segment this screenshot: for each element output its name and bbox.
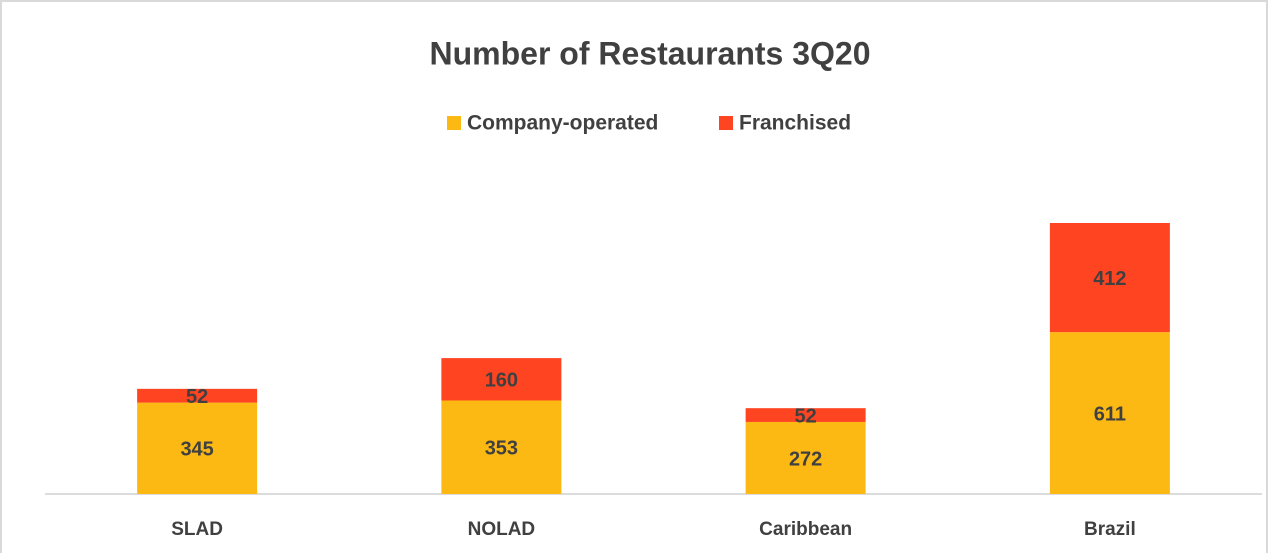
bar-segment [745, 408, 866, 422]
data-label: 52 [186, 386, 208, 408]
data-label: 52 [795, 405, 817, 427]
x-tick-label: Caribbean [759, 519, 852, 540]
data-label: 345 [180, 439, 213, 461]
x-tick-label: NOLAD [468, 519, 536, 540]
bar-segment [1049, 332, 1170, 494]
legend-swatch [447, 116, 461, 130]
bar-segment [441, 400, 562, 494]
data-label: 160 [485, 370, 518, 392]
bar-segment [441, 358, 562, 401]
x-tick-label: SLAD [171, 519, 223, 540]
bar-segment [137, 388, 258, 403]
chart-title: Number of Restaurants 3Q20 [429, 35, 870, 71]
data-label: 412 [1093, 268, 1126, 290]
x-tick-label: Brazil [1084, 519, 1136, 540]
data-label: 272 [789, 448, 822, 470]
legend-label: Company-operated [467, 112, 658, 135]
legend-label: Franchised [739, 112, 851, 135]
bar-segment [137, 402, 258, 494]
data-label: 611 [1094, 403, 1126, 425]
bar-segment [1049, 223, 1170, 333]
bar-segment [745, 421, 866, 494]
data-label: 353 [485, 438, 518, 460]
legend-swatch [719, 116, 733, 130]
